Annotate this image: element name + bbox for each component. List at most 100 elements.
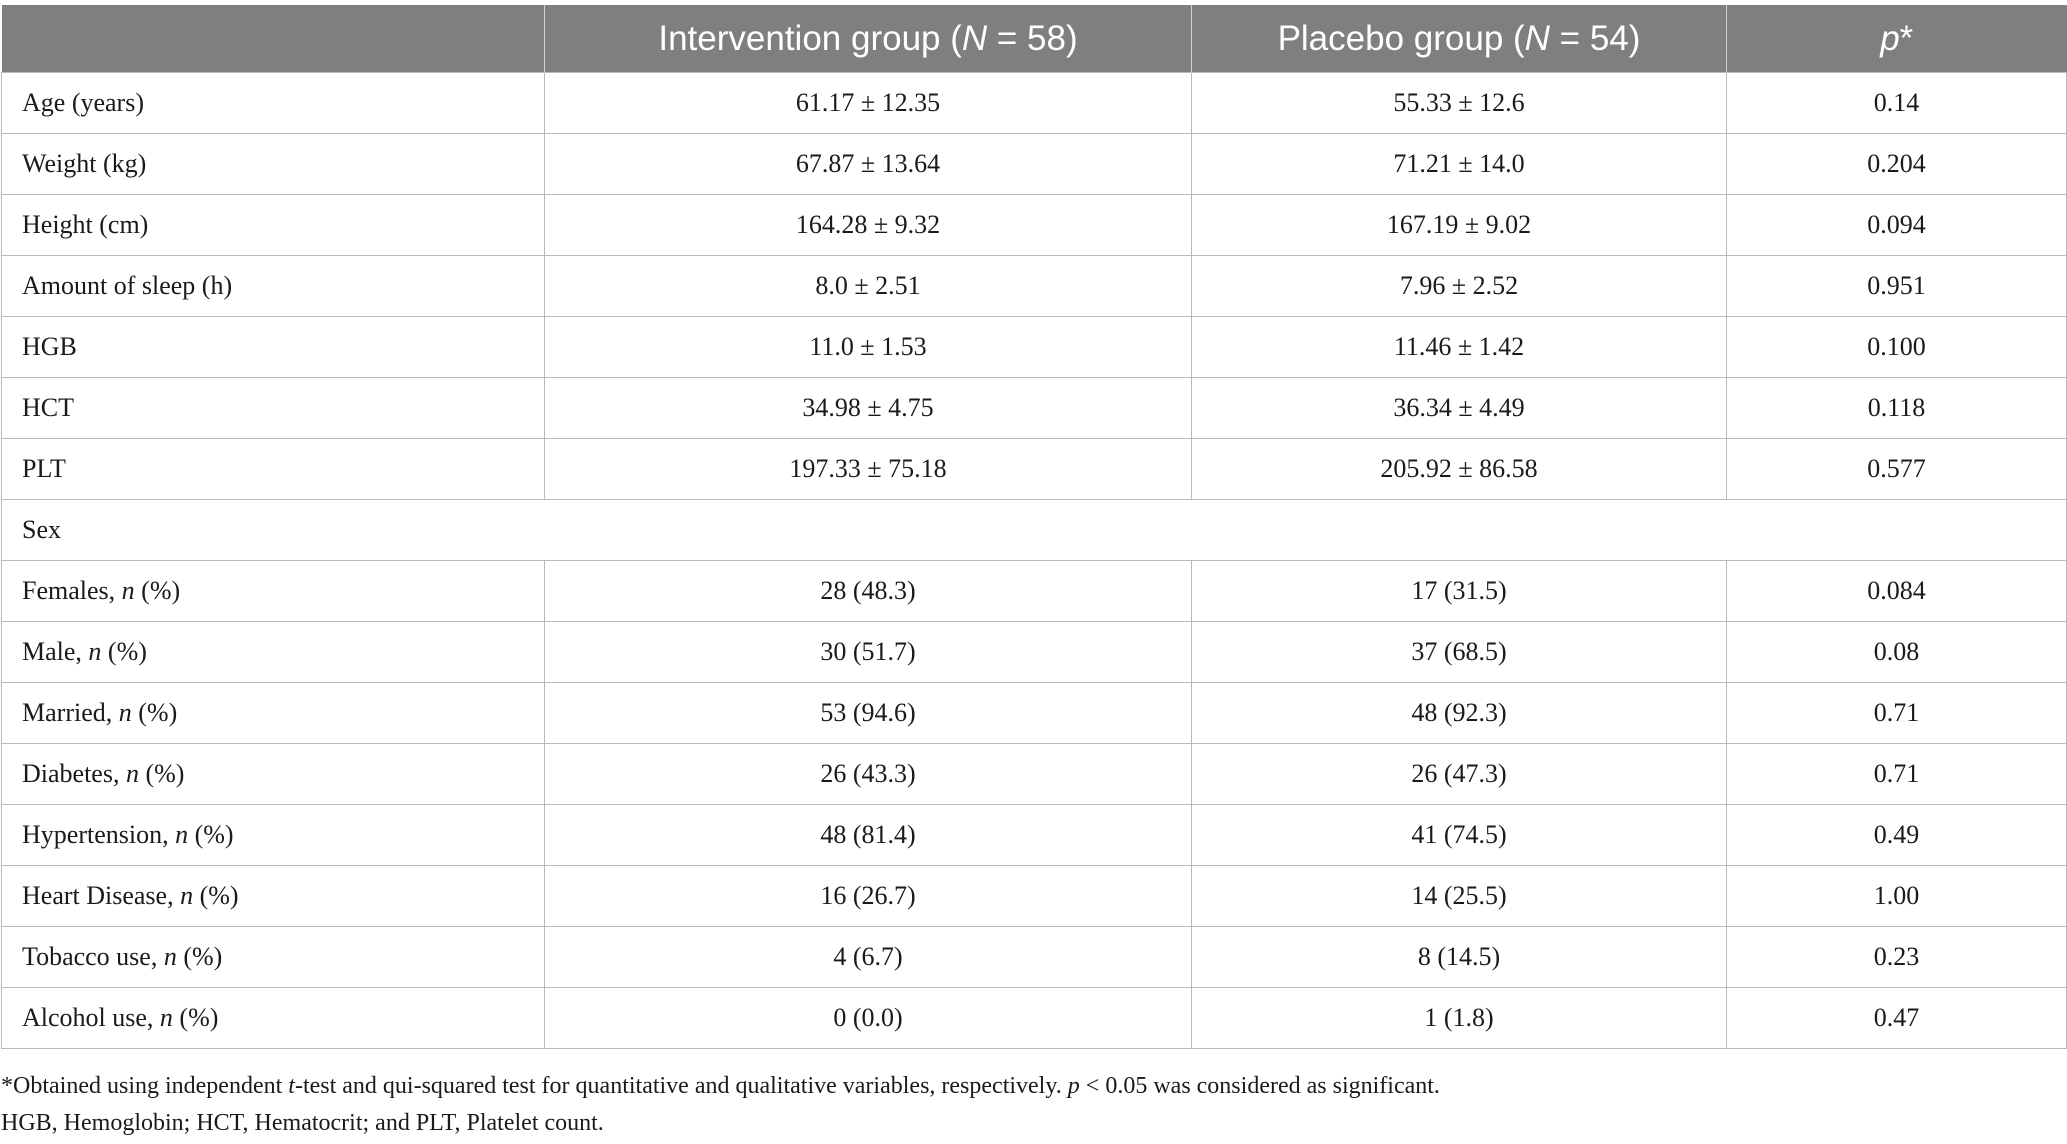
intervention-value: 11.0 ± 1.53 <box>544 316 1192 378</box>
row-label-text: Age (years) <box>22 88 144 117</box>
intervention-value: 16 (26.7) <box>544 865 1192 927</box>
row-label: Married, n (%) <box>1 682 545 744</box>
footnote-text-a: *Obtained using independent <box>1 1073 289 1099</box>
table-row: Male, n (%) 30 (51.7) 37 (68.5) 0.08 <box>1 621 2067 683</box>
footnote-t-italic: t <box>288 1073 295 1099</box>
table-row: Tobacco use, n (%) 4 (6.7) 8 (14.5) 0.23 <box>1 926 2067 988</box>
table-row: HCT 34.98 ± 4.75 36.34 ± 4.49 0.118 <box>1 377 2067 439</box>
table-footnotes: *Obtained using independent t-test and q… <box>1 1068 1440 1142</box>
intervention-value: 8.0 ± 2.51 <box>544 255 1192 317</box>
p-value: 0.951 <box>1726 255 2067 317</box>
header-intervention-group: Intervention group (N = 58) <box>544 5 1192 73</box>
placebo-value: 36.34 ± 4.49 <box>1191 377 1727 439</box>
header-p-letter: p <box>1880 18 1900 58</box>
footnote-text-b: -test and qui-squared test for quantitat… <box>294 1073 1068 1099</box>
row-label: HCT <box>1 377 545 439</box>
row-label-n: n <box>118 698 132 727</box>
row-label-text: Hypertension, <box>22 820 176 849</box>
row-label: Amount of sleep (h) <box>1 255 545 317</box>
table-body: Age (years) 61.17 ± 12.35 55.33 ± 12.6 0… <box>1 72 2067 1049</box>
p-value: 0.71 <box>1726 682 2067 744</box>
placebo-value: 37 (68.5) <box>1191 621 1727 683</box>
intervention-value: 4 (6.7) <box>544 926 1192 988</box>
placebo-value: 17 (31.5) <box>1191 560 1727 622</box>
section-row-sex: Sex <box>1 499 2067 561</box>
row-label-text: Height (cm) <box>22 210 149 239</box>
row-label: Females, n (%) <box>1 560 545 622</box>
header-intervention-n: N <box>961 18 988 58</box>
placebo-value: 167.19 ± 9.02 <box>1191 194 1727 256</box>
intervention-value: 197.33 ± 75.18 <box>544 438 1192 500</box>
row-label-text: HGB <box>22 332 77 361</box>
table-row: Heart Disease, n (%) 16 (26.7) 14 (25.5)… <box>1 865 2067 927</box>
placebo-value: 71.21 ± 14.0 <box>1191 133 1727 195</box>
header-placebo-prefix: Placebo group ( <box>1277 18 1525 58</box>
intervention-value: 34.98 ± 4.75 <box>544 377 1192 439</box>
row-label-text: Tobacco use, <box>22 942 164 971</box>
p-value: 0.14 <box>1726 72 2067 134</box>
row-label-text: Weight (kg) <box>22 149 147 178</box>
row-label-suffix: (%) <box>101 637 147 666</box>
row-label-text: Male, <box>22 637 89 666</box>
intervention-value: 0 (0.0) <box>544 987 1192 1049</box>
row-label-text: HCT <box>22 393 74 422</box>
row-label-suffix: (%) <box>134 576 181 605</box>
table-row: Height (cm) 164.28 ± 9.32 167.19 ± 9.02 … <box>1 194 2067 256</box>
intervention-value: 30 (51.7) <box>544 621 1192 683</box>
table-row: Alcohol use, n (%) 0 (0.0) 1 (1.8) 0.47 <box>1 987 2067 1049</box>
table-row: Amount of sleep (h) 8.0 ± 2.51 7.96 ± 2.… <box>1 255 2067 317</box>
row-label-text: Amount of sleep (h) <box>22 271 233 300</box>
header-placebo-n: N <box>1524 18 1550 58</box>
row-label: Tobacco use, n (%) <box>1 926 545 988</box>
header-intervention-prefix: Intervention group ( <box>658 18 962 58</box>
intervention-value: 53 (94.6) <box>544 682 1192 744</box>
table-row: Age (years) 61.17 ± 12.35 55.33 ± 12.6 0… <box>1 72 2067 134</box>
row-label: Hypertension, n (%) <box>1 804 545 866</box>
row-label: PLT <box>1 438 545 500</box>
row-label: Heart Disease, n (%) <box>1 865 545 927</box>
row-label-n: n <box>125 759 139 788</box>
row-label-text: PLT <box>22 454 66 483</box>
row-label-suffix: (%) <box>188 820 234 849</box>
p-value: 0.71 <box>1726 743 2067 805</box>
table-row: PLT 197.33 ± 75.18 205.92 ± 86.58 0.577 <box>1 438 2067 500</box>
placebo-value: 41 (74.5) <box>1191 804 1727 866</box>
footnote-text-c: < 0.05 was considered as significant. <box>1079 1073 1440 1099</box>
p-value: 1.00 <box>1726 865 2067 927</box>
table-header: Intervention group (N = 58) Placebo grou… <box>1 5 2067 73</box>
intervention-value: 61.17 ± 12.35 <box>544 72 1192 134</box>
placebo-value: 14 (25.5) <box>1191 865 1727 927</box>
row-label-suffix: (%) <box>138 759 185 788</box>
row-label: Weight (kg) <box>1 133 545 195</box>
row-label-text: Alcohol use, <box>22 1003 160 1032</box>
header-p-star: * <box>1899 18 1914 58</box>
row-label: Diabetes, n (%) <box>1 743 545 805</box>
row-label-text: Diabetes, <box>22 759 126 788</box>
table-row: Hypertension, n (%) 48 (81.4) 41 (74.5) … <box>1 804 2067 866</box>
header-placebo-group: Placebo group (N = 54) <box>1191 5 1727 73</box>
row-label-text: Females, <box>22 576 122 605</box>
placebo-value: 7.96 ± 2.52 <box>1191 255 1727 317</box>
section-label: Sex <box>1 499 2067 561</box>
p-value: 0.094 <box>1726 194 2067 256</box>
placebo-value: 1 (1.8) <box>1191 987 1727 1049</box>
intervention-value: 48 (81.4) <box>544 804 1192 866</box>
row-label-text: Married, <box>22 698 119 727</box>
footnote-p-italic: p <box>1067 1073 1080 1099</box>
row-label-text: Heart Disease, <box>22 881 181 910</box>
row-label-suffix: (%) <box>172 1003 219 1032</box>
header-row: Intervention group (N = 58) Placebo grou… <box>1 5 2067 73</box>
table-row: HGB 11.0 ± 1.53 11.46 ± 1.42 0.100 <box>1 316 2067 378</box>
placebo-value: 8 (14.5) <box>1191 926 1727 988</box>
p-value: 0.47 <box>1726 987 2067 1049</box>
table-row: Weight (kg) 67.87 ± 13.64 71.21 ± 14.0 0… <box>1 133 2067 195</box>
intervention-value: 26 (43.3) <box>544 743 1192 805</box>
row-label-n: n <box>163 942 177 971</box>
header-variable <box>1 5 545 73</box>
header-p-value: p* <box>1726 5 2067 73</box>
placebo-value: 26 (47.3) <box>1191 743 1727 805</box>
baseline-characteristics-table-wrap: Intervention group (N = 58) Placebo grou… <box>1 5 2067 1049</box>
p-value: 0.49 <box>1726 804 2067 866</box>
footnote-statistics: *Obtained using independent t-test and q… <box>1 1068 1440 1105</box>
p-value: 0.100 <box>1726 316 2067 378</box>
